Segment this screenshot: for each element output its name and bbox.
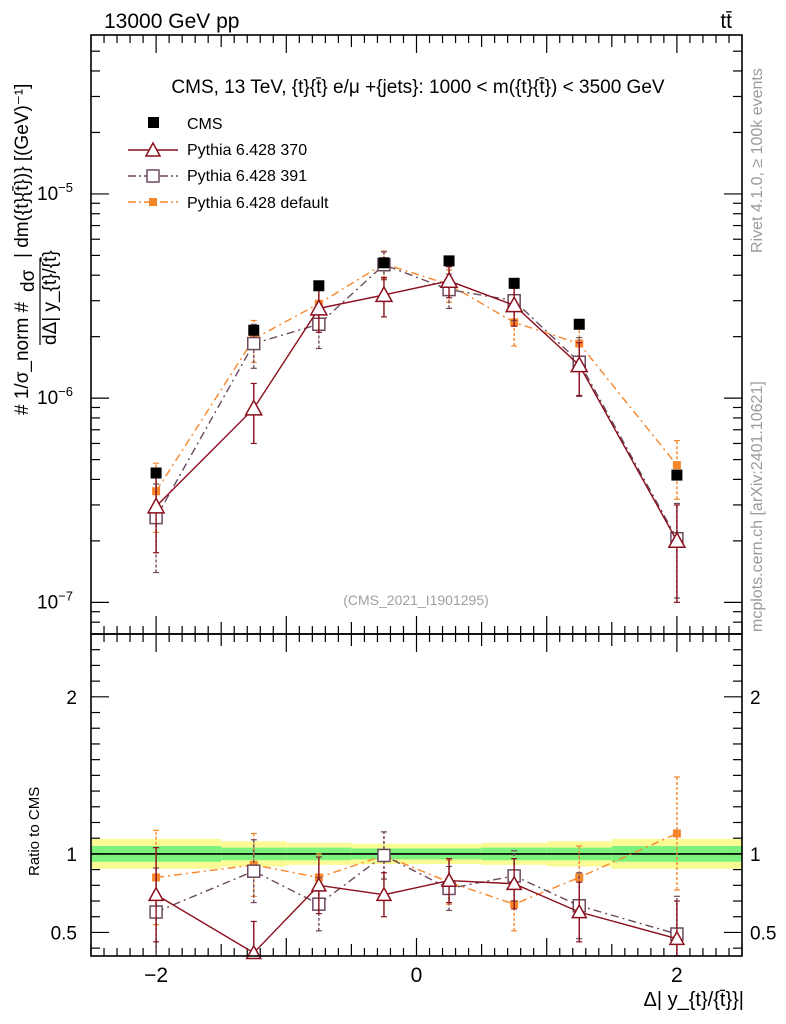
p391-line (155, 263, 678, 540)
legend-label-pdefault: Pythia 6.428 default (187, 195, 329, 212)
p370-marker (667, 531, 687, 549)
cms-data-point (671, 469, 683, 481)
ylabel-numerator: dσ (18, 269, 39, 292)
ylabel-prefix: # 1/σ_norm # (12, 301, 33, 415)
p370-marker (439, 271, 459, 289)
legend-entry-cms: CMS (148, 116, 223, 133)
analysis-watermark: (CMS_2021_I1901295) (343, 592, 489, 608)
cms-data-point (508, 277, 520, 289)
legend-marker-pdefault (149, 198, 157, 206)
ratio-frame (90, 633, 743, 957)
legend-entry-p370: Pythia 6.428 370 (128, 141, 307, 159)
process-label: tt̄ (720, 10, 732, 33)
p370-marker (504, 295, 524, 313)
legend-label-p370: Pythia 6.428 370 (187, 142, 307, 159)
cms-data-point (443, 255, 455, 267)
p370-marker (668, 930, 686, 946)
x-axis-label: Δ| y_{t}/{t̄}}| (644, 989, 745, 1011)
pdefault-marker (672, 461, 681, 470)
pdefault-line (155, 262, 678, 492)
legend-label-cms: CMS (187, 116, 223, 133)
main-y-tick-label: 10−6 (37, 384, 73, 409)
main-y-tick-label: 10−7 (37, 588, 73, 613)
ylabel-unit: | dm({t}{t̄})} [(GeV)⁻¹] (12, 84, 33, 258)
p370-marker (310, 876, 328, 892)
legend: CMS Pythia 6.428 370 Pythia 6.428 391 Py… (128, 116, 329, 212)
legend-entry-pdefault: Pythia 6.428 default (128, 195, 329, 212)
legend-marker-p391 (146, 169, 160, 183)
p370-marker (244, 398, 264, 416)
p370-marker (374, 285, 394, 303)
p370-marker (505, 875, 523, 891)
mcplots-label: mcplots.cern.ch [arXiv:2401.10621] (749, 381, 766, 632)
x-tick-label: −2 (144, 964, 168, 987)
p370-marker (569, 355, 589, 373)
legend-marker-p370 (144, 141, 162, 157)
x-tick-label: 2 (671, 964, 683, 987)
ratio-y-tick-label: 0.5 (51, 923, 77, 944)
p370-marker (146, 496, 166, 514)
ratio-y-tick-label: 1 (66, 845, 77, 866)
ratio-y-tick-label-right: 2 (750, 688, 761, 709)
p370-marker (309, 298, 329, 316)
ylabel-denominator: dΔ| y_{t}/{t̄} (40, 250, 61, 345)
cms-data-point (313, 280, 325, 292)
x-tick-label: 0 (411, 964, 423, 987)
ratio-panel: Ratio to CMS Δ| y_{t}/{t̄}}| 0.5 0.5 1 1 2 2 −… (26, 634, 776, 1011)
cms-data-point (150, 467, 162, 479)
ratio-y-tick-label: 2 (66, 688, 77, 709)
main-title: CMS, 13 TeV, {t}{t̄} e/μ +{jets}: 1000 <… (171, 77, 664, 98)
pdefault-ratio-line (156, 832, 678, 905)
p370-marker (570, 903, 588, 919)
p370-marker (375, 886, 393, 902)
cms-data-point (248, 324, 260, 336)
p391-marker (247, 336, 261, 351)
legend-label-p391: Pythia 6.428 391 (187, 168, 307, 185)
p391-marker (377, 848, 391, 863)
ratio-y-tick-label-right: 0.5 (750, 923, 776, 944)
p370-marker (440, 872, 458, 887)
energy-label: 13000 GeV pp (104, 10, 239, 33)
main-y-axis-label: # 1/σ_norm # dσ dΔ| y_{t}/{t̄} | dm({t}{… (12, 84, 61, 415)
cms-data-point (378, 257, 390, 269)
p370-line (155, 280, 678, 542)
pdefault-marker (672, 829, 681, 838)
main-panel: CMS, 13 TeV, {t}{t̄} e/μ +{jets}: 1000 <… (12, 35, 743, 635)
p370-ratio-line (155, 879, 678, 954)
main-y-tick-label: 10−5 (37, 180, 73, 205)
cms-data-point (573, 318, 585, 330)
p370-marker (147, 886, 165, 902)
ratio-y-tick-label-right: 1 (750, 845, 761, 866)
rivet-label: Rivet 4.1.0, ≥ 100k events (749, 68, 766, 253)
legend-marker-cms (148, 117, 159, 128)
p391-marker (247, 864, 261, 878)
ratio-y-axis-label: Ratio to CMS (26, 787, 43, 876)
legend-entry-p391: Pythia 6.428 391 (128, 168, 307, 185)
